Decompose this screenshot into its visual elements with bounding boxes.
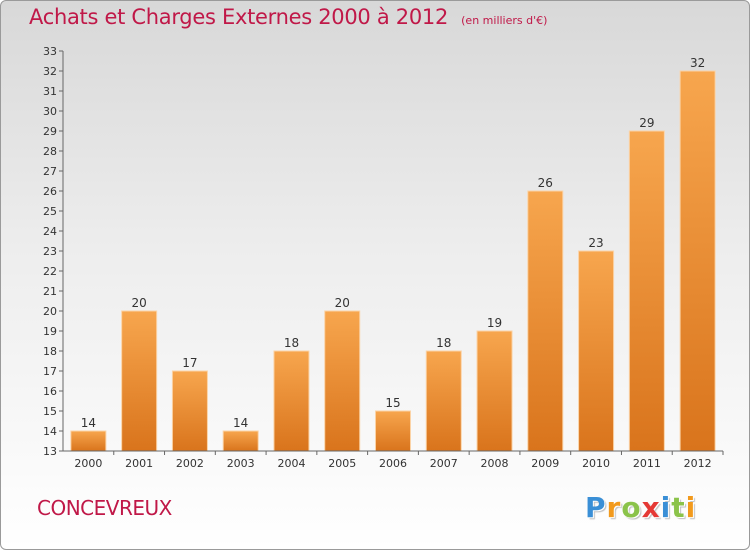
value-label-2000: 14 xyxy=(81,416,96,430)
value-label-2010: 23 xyxy=(588,236,603,250)
bar-2010 xyxy=(578,250,615,452)
x-tick-label-2003: 2003 xyxy=(227,457,255,470)
y-tick-label: 15 xyxy=(43,405,57,418)
bar-2008 xyxy=(476,330,513,452)
y-tick-label: 19 xyxy=(43,325,57,338)
y-tick-label: 33 xyxy=(43,45,57,58)
bar-2002 xyxy=(171,370,208,452)
y-tick-label: 22 xyxy=(43,265,57,278)
y-tick-label: 14 xyxy=(43,425,57,438)
value-label-2006: 15 xyxy=(385,396,400,410)
x-tick-label-2001: 2001 xyxy=(125,457,153,470)
bar-2000 xyxy=(70,430,107,452)
chart-subtitle: (en milliers d'€) xyxy=(461,14,548,27)
bar-2009 xyxy=(527,190,564,452)
value-label-2005: 20 xyxy=(335,296,350,310)
y-tick-label: 13 xyxy=(43,445,57,458)
value-label-2002: 17 xyxy=(182,356,197,370)
y-tick-label: 28 xyxy=(43,145,57,158)
y-tick-label: 31 xyxy=(43,85,57,98)
y-tick-label: 23 xyxy=(43,245,57,258)
x-tick-label-2010: 2010 xyxy=(582,457,610,470)
bar-2001 xyxy=(121,310,158,452)
y-tick-label: 27 xyxy=(43,165,57,178)
bar-2007 xyxy=(425,350,462,452)
y-tick-label: 26 xyxy=(43,185,57,198)
logo-letter: P xyxy=(585,491,607,524)
commune-name: CONCEVREUX xyxy=(37,496,172,520)
bars: 14 20 17 14 18 20 15 18 19 26 23 29 32 xyxy=(70,56,716,452)
y-tick-label: 30 xyxy=(43,105,57,118)
y-tick-label: 29 xyxy=(43,125,57,138)
x-axis: 2000 2001 2002 2003 2004 2005 2006 2007 2008 2009… xyxy=(63,450,724,470)
value-label-2011: 29 xyxy=(639,116,654,130)
x-tick-label-2011: 2011 xyxy=(633,457,661,470)
y-tick-label: 25 xyxy=(43,205,57,218)
bar-2005 xyxy=(324,310,361,452)
value-label-2008: 19 xyxy=(487,316,502,330)
y-tick-label: 24 xyxy=(43,225,57,238)
bar-2004 xyxy=(273,350,310,452)
proxiti-logo[interactable]: Proxiti xyxy=(585,491,696,524)
logo-letter: x xyxy=(641,491,661,524)
title-row: Achats et Charges Externes 2000 à 2012 (… xyxy=(29,5,547,29)
x-tick-label-2006: 2006 xyxy=(379,457,407,470)
value-label-2012: 32 xyxy=(690,56,705,70)
value-label-2001: 20 xyxy=(132,296,147,310)
logo-letter: r xyxy=(606,491,622,524)
x-tick-label-2012: 2012 xyxy=(684,457,712,470)
x-tick-label-2000: 2000 xyxy=(74,457,102,470)
y-axis: 13 14 15 16 17 18 19 20 21 22 23 24 25 26 27 28 29 30 31 32… xyxy=(43,45,64,458)
x-tick-label-2004: 2004 xyxy=(277,457,305,470)
bar-2012 xyxy=(679,70,716,452)
logo-letter: o xyxy=(621,491,642,524)
logo-letter: i xyxy=(660,491,672,524)
bar-2011 xyxy=(628,130,665,452)
x-tick-label-2008: 2008 xyxy=(481,457,509,470)
logo-letter: i xyxy=(685,491,697,524)
value-label-2009: 26 xyxy=(538,176,553,190)
chart-title: Achats et Charges Externes 2000 à 2012 xyxy=(29,5,449,29)
x-tick-label-2007: 2007 xyxy=(430,457,458,470)
y-tick-label: 17 xyxy=(43,365,57,378)
x-tick-label-2002: 2002 xyxy=(176,457,204,470)
y-tick-label: 16 xyxy=(43,385,57,398)
value-label-2003: 14 xyxy=(233,416,248,430)
y-tick-label: 32 xyxy=(43,65,57,78)
x-tick-label-2009: 2009 xyxy=(531,457,559,470)
y-tick-label: 18 xyxy=(43,345,57,358)
x-tick-label-2005: 2005 xyxy=(328,457,356,470)
y-tick-label: 21 xyxy=(43,285,57,298)
bar-2006 xyxy=(375,410,411,452)
y-tick-label: 20 xyxy=(43,305,57,318)
value-label-2007: 18 xyxy=(436,336,451,350)
value-label-2004: 18 xyxy=(284,336,299,350)
logo-letter: t xyxy=(671,491,686,524)
bar-2003 xyxy=(222,430,259,452)
